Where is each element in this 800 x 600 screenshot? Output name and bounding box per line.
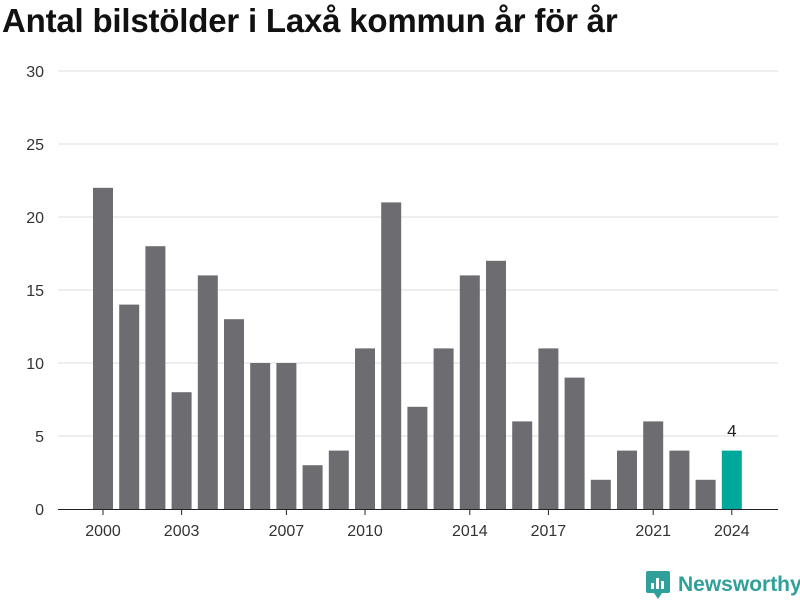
bar-2000 (93, 187, 113, 510)
x-tick-label-2007: 2007 (269, 523, 305, 540)
bar-2001 (119, 304, 140, 509)
chart-title: Antal bilstölder i Laxå kommun år för år (2, 2, 618, 39)
bar-2020 (617, 450, 637, 509)
newsworthy-logo-icon (646, 571, 670, 599)
x-axis-ticks (102, 509, 733, 515)
bar-2010 (355, 348, 375, 509)
y-tick-label-5: 5 (35, 429, 44, 446)
x-axis-labels: 2000 2003 2007 2010 2014 2017 2021 2024 (85, 523, 749, 540)
bar-2008 (302, 465, 323, 509)
bar-2016 (512, 421, 533, 509)
data-label-2024: 4 (727, 422, 736, 441)
bar-2006 (250, 363, 271, 509)
bar-2023 (695, 479, 716, 509)
y-tick-label-20: 20 (26, 210, 44, 227)
x-tick-label-2024: 2024 (714, 523, 750, 540)
bar-2024 (721, 450, 742, 509)
bar-2005 (224, 319, 244, 509)
bar-2021 (643, 421, 664, 509)
y-tick-label-30: 30 (26, 64, 44, 81)
x-tick-label-2017: 2017 (531, 523, 567, 540)
y-tick-label-25: 25 (26, 137, 44, 154)
bar-2004 (197, 275, 218, 509)
bar-2014 (459, 275, 480, 509)
x-tick-label-2010: 2010 (347, 523, 383, 540)
bar-2015 (486, 260, 506, 509)
bar-2003 (171, 392, 192, 509)
bar-2019 (590, 479, 611, 509)
bar-2012 (407, 406, 428, 509)
y-tick-label-10: 10 (26, 356, 44, 373)
grid-lines (58, 70, 778, 437)
brand-name: Newsworthy (678, 573, 800, 596)
bar-2007 (276, 363, 297, 509)
y-axis-labels: 0 5 10 15 20 25 30 (26, 64, 44, 519)
bar-2002 (145, 246, 166, 509)
bar-2013 (433, 348, 454, 509)
bar-2022 (669, 450, 690, 509)
bar-2018 (564, 377, 585, 509)
bar-2017 (538, 348, 559, 509)
x-tick-label-2000: 2000 (85, 523, 121, 540)
bar-2009 (328, 450, 349, 509)
newsworthy-logo: Newsworthy (645, 570, 800, 600)
bars: 4 (93, 187, 742, 510)
y-tick-label-0: 0 (35, 502, 44, 519)
bar-2011 (381, 202, 402, 509)
y-tick-label-15: 15 (26, 283, 44, 300)
x-tick-label-2014: 2014 (452, 523, 488, 540)
x-tick-label-2003: 2003 (164, 523, 200, 540)
x-tick-label-2021: 2021 (635, 523, 671, 540)
